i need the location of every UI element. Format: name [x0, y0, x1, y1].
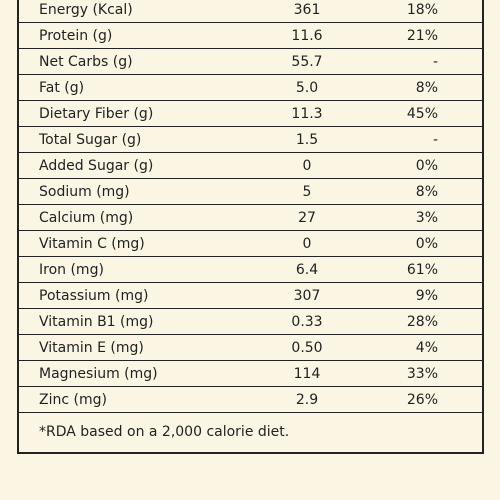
nutrient-name: Fat (g): [39, 79, 85, 96]
amount: 11.6: [291, 27, 323, 44]
table-row: Magnesium (mg) 114 33%: [19, 361, 482, 387]
rda-percent: 8%: [415, 183, 438, 200]
rda-percent: 3%: [415, 209, 438, 226]
table-row: Sodium (mg) 5 8%: [19, 179, 482, 205]
nutrient-name: Vitamin B1 (mg): [39, 313, 154, 330]
amount: 55.7: [291, 53, 323, 70]
rda-percent: -: [432, 131, 438, 148]
amount: 1.5: [295, 131, 319, 148]
rda-percent: 21%: [406, 27, 438, 44]
rda-percent: 28%: [406, 313, 438, 330]
nutrient-name: Vitamin E (mg): [39, 339, 144, 356]
amount: 361: [293, 1, 321, 18]
amount: 5: [302, 183, 312, 200]
nutrient-name: Iron (mg): [39, 261, 104, 278]
amount: 11.3: [291, 105, 323, 122]
footnote-row: *RDA based on a 2,000 calorie diet.: [19, 413, 482, 452]
rda-percent: 18%: [406, 1, 438, 18]
nutrition-table: Energy (Kcal) 361 18% Protein (g) 11.6 21% Net…: [17, 0, 484, 454]
table-row: Total Sugar (g) 1.5 -: [19, 127, 482, 153]
table-row: Vitamin B1 (mg) 0.33 28%: [19, 309, 482, 335]
nutrient-name: Zinc (mg): [39, 391, 107, 408]
rda-percent: 26%: [406, 391, 438, 408]
rda-percent: 9%: [415, 287, 438, 304]
table-row: Fat (g) 5.0 8%: [19, 75, 482, 101]
amount: 5.0: [295, 79, 319, 96]
table-row: Protein (g) 11.6 21%: [19, 23, 482, 49]
table-row: Vitamin E (mg) 0.50 4%: [19, 335, 482, 361]
amount: 0.50: [291, 339, 323, 356]
rda-percent: 33%: [406, 365, 438, 382]
rda-percent: -: [432, 53, 438, 70]
nutrient-name: Sodium (mg): [39, 183, 130, 200]
table-row: Zinc (mg) 2.9 26%: [19, 387, 482, 413]
nutrient-name: Magnesium (mg): [39, 365, 158, 382]
rda-percent: 4%: [415, 339, 438, 356]
nutrient-name: Calcium (mg): [39, 209, 134, 226]
amount: 0.33: [291, 313, 323, 330]
rda-percent: 45%: [406, 105, 438, 122]
nutrient-name: Protein (g): [39, 27, 113, 44]
table-row: Vitamin C (mg) 0 0%: [19, 231, 482, 257]
amount: 0: [302, 157, 312, 174]
amount: 114: [293, 365, 321, 382]
nutrient-name: Energy (Kcal): [39, 1, 133, 18]
table-row: Net Carbs (g) 55.7 -: [19, 49, 482, 75]
amount: 6.4: [295, 261, 319, 278]
footnote: *RDA based on a 2,000 calorie diet.: [39, 423, 290, 440]
table-row: Added Sugar (g) 0 0%: [19, 153, 482, 179]
amount: 2.9: [295, 391, 319, 408]
nutrient-name: Potassium (mg): [39, 287, 149, 304]
table-row: Iron (mg) 6.4 61%: [19, 257, 482, 283]
nutrient-name: Dietary Fiber (g): [39, 105, 154, 122]
table-row: Calcium (mg) 27 3%: [19, 205, 482, 231]
rda-percent: 61%: [406, 261, 438, 278]
amount: 27: [298, 209, 316, 226]
nutrient-name: Net Carbs (g): [39, 53, 133, 70]
table-body: Energy (Kcal) 361 18% Protein (g) 11.6 21% Net…: [19, 0, 482, 413]
amount: 0: [302, 235, 312, 252]
rda-percent: 0%: [415, 235, 438, 252]
rda-percent: 8%: [415, 79, 438, 96]
nutrient-name: Total Sugar (g): [39, 131, 142, 148]
table-row: Dietary Fiber (g) 11.3 45%: [19, 101, 482, 127]
table-row: Potassium (mg) 307 9%: [19, 283, 482, 309]
nutrient-name: Added Sugar (g): [39, 157, 154, 174]
amount: 307: [293, 287, 321, 304]
nutrient-name: Vitamin C (mg): [39, 235, 145, 252]
rda-percent: 0%: [415, 157, 438, 174]
table-row: Energy (Kcal) 361 18%: [19, 0, 482, 23]
